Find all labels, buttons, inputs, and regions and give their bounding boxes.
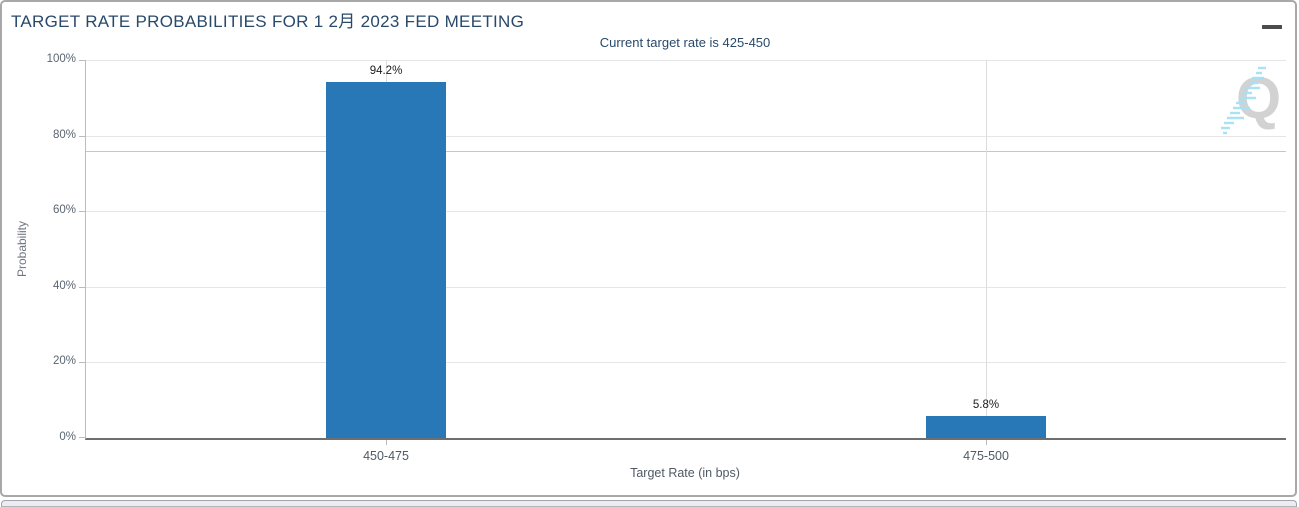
- x-axis-title: Target Rate (in bps): [630, 466, 740, 480]
- y-axis-label: 80%: [52, 128, 76, 141]
- hamburger-menu-icon[interactable]: [1261, 13, 1283, 31]
- y-axis-tick: [79, 60, 85, 61]
- y-axis-tick: [79, 211, 85, 213]
- y-axis-label: 60%: [52, 204, 76, 217]
- chart-subtitle: Current target rate is 425-450: [599, 35, 771, 50]
- category-slot: 94.2%: [86, 60, 686, 438]
- x-axis-tick: [386, 440, 387, 445]
- y-axis-tick: [79, 135, 85, 137]
- y-axis-tick: [79, 286, 85, 288]
- gridline: [86, 211, 1286, 213]
- gridline: [86, 135, 1286, 137]
- gridline: [86, 286, 1286, 288]
- gridline: [86, 362, 1286, 364]
- x-axis-label: 475-500: [963, 449, 1009, 463]
- quikstrike-watermark: Q: [1212, 60, 1292, 145]
- y-axis-tick: [79, 362, 85, 364]
- gridline-vertical: [986, 60, 987, 438]
- bar-value-label: 5.8%: [972, 399, 1000, 412]
- chart-title: TARGET RATE PROBABILITIES FOR 1 2月 2023 …: [11, 12, 525, 31]
- y-axis-label: 100%: [46, 53, 76, 65]
- gridline: [86, 60, 1286, 61]
- chart-card: [0, 0, 1297, 497]
- watermark-streak-icon: [1221, 66, 1266, 135]
- plot-area: 100% 80% 60% 40% 20% 0% 94.2% 5.8% 450-4…: [47, 53, 1286, 463]
- hamburger-bar: [1262, 25, 1282, 29]
- x-axis-tick: [986, 440, 987, 445]
- bar-475-500[interactable]: [926, 416, 1046, 438]
- bar-value-label: 94.2%: [369, 64, 403, 77]
- bar-450-475[interactable]: [326, 81, 446, 438]
- y-axis-label: 0%: [59, 431, 76, 443]
- category-slot: 5.8%: [686, 60, 1286, 438]
- x-axis-label: 450-475: [363, 449, 409, 463]
- y-axis-label: 20%: [52, 355, 76, 368]
- y-axis-title: Probability: [15, 220, 29, 278]
- reference-line: [86, 150, 1286, 152]
- y-axis-label: 40%: [52, 279, 76, 292]
- bottom-panel-edge: [1, 500, 1297, 507]
- y-axis-tick: [79, 437, 85, 438]
